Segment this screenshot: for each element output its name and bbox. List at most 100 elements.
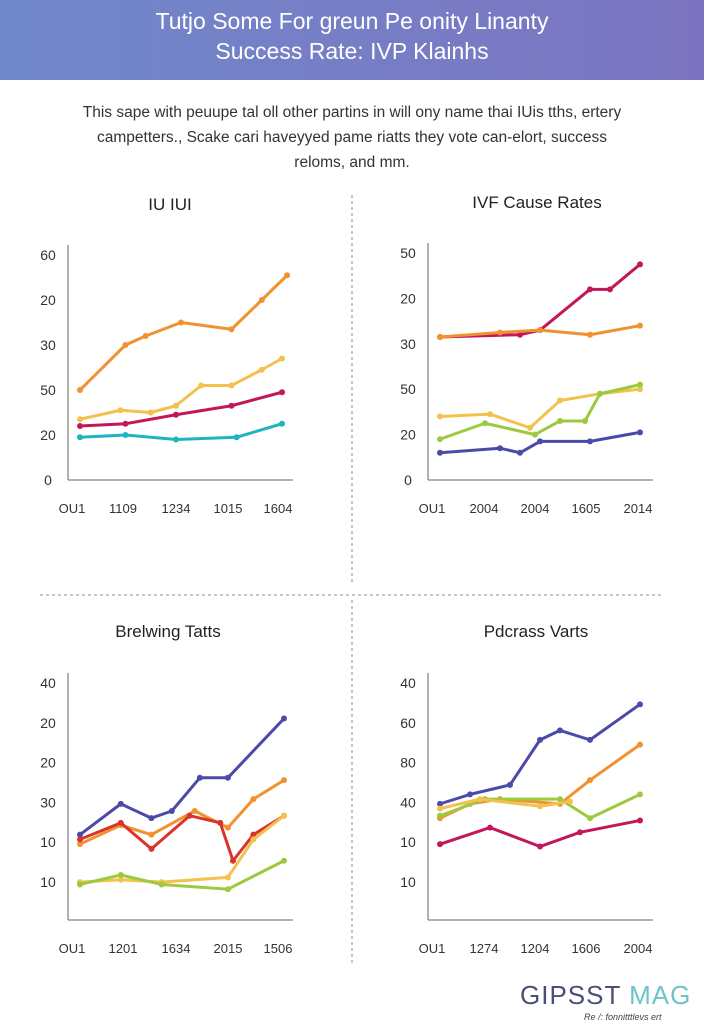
data-point (587, 736, 593, 743)
data-point (258, 366, 265, 373)
y-tick-label: 10 (400, 834, 416, 850)
data-point (587, 331, 593, 338)
data-point (637, 261, 643, 268)
data-point (497, 445, 503, 452)
data-point (281, 812, 287, 819)
data-point (77, 881, 83, 888)
data-point (537, 843, 543, 850)
data-point (122, 342, 129, 348)
data-point (198, 382, 205, 389)
data-point (228, 326, 235, 333)
y-tick-label: 60 (400, 715, 416, 731)
data-point (172, 436, 179, 443)
y-tick-label: 30 (40, 337, 56, 353)
data-point (178, 319, 184, 326)
data-point (582, 417, 588, 424)
data-point (517, 449, 523, 456)
data-point (117, 407, 124, 414)
x-tick-label: 1109 (109, 501, 137, 516)
series-line-2 (78, 357, 284, 421)
y-tick-label: 20 (400, 427, 416, 443)
data-point (284, 272, 291, 279)
data-point (186, 812, 193, 819)
data-point (437, 812, 443, 819)
data-point (557, 417, 563, 424)
data-point (577, 829, 583, 836)
y-tick-label: 40 (40, 675, 56, 691)
data-point (148, 845, 155, 852)
intro-text: This sape with peuupe tal oll other part… (82, 104, 622, 171)
series-line-5 (78, 859, 286, 891)
data-point (224, 774, 231, 781)
data-point (279, 420, 285, 427)
data-point (587, 438, 593, 445)
data-point (258, 297, 265, 303)
data-point (557, 796, 563, 803)
data-point (191, 807, 198, 814)
data-point (117, 876, 124, 883)
data-point (77, 423, 83, 429)
data-point (637, 741, 643, 748)
y-tick-label: 20 (40, 715, 56, 731)
y-tick-label: 30 (400, 336, 416, 352)
y-tick-label: 50 (40, 382, 56, 398)
data-point (637, 386, 643, 393)
data-point (224, 824, 231, 831)
data-point (637, 381, 643, 388)
x-tick-label: OU1 (419, 501, 446, 516)
x-tick-label: 2014 (624, 501, 653, 516)
data-point (497, 329, 503, 336)
data-point (557, 727, 563, 734)
data-point (587, 815, 593, 822)
y-tick-label: 20 (40, 427, 56, 443)
page-title-line2: Success Rate: IVP Klainhs (215, 38, 489, 64)
y-tick-label: 10 (400, 874, 416, 890)
data-point (228, 382, 235, 389)
data-point (250, 836, 257, 843)
page-title-line1: Tutjo Some For greun Pe onity Linanty (155, 8, 549, 34)
data-point (537, 736, 543, 743)
series-line-3 (78, 814, 286, 863)
x-tick-label: 1605 (572, 501, 601, 516)
y-tick-label: 60 (40, 247, 56, 263)
data-point (467, 791, 473, 798)
y-tick-label: 0 (44, 472, 52, 488)
x-tick-label: 1634 (162, 941, 191, 956)
data-point (587, 777, 593, 784)
chart-title: Pdcrass Varts (484, 622, 589, 641)
chart-3: Brelwing Tatts 40 20 20 30 10 10 OU1 1201 1634 201… (40, 622, 293, 956)
x-tick-label: 2004 (521, 501, 550, 516)
chart-title: IVF Cause Rates (472, 193, 601, 212)
x-tick-label: 2004 (470, 501, 499, 516)
y-tick-label: 40 (400, 794, 416, 810)
data-point (217, 819, 224, 826)
y-tick-label: 50 (400, 381, 416, 397)
data-point (77, 416, 83, 423)
data-point (537, 438, 543, 445)
data-point (148, 815, 155, 822)
series-line-4 (438, 797, 572, 811)
data-point (637, 322, 643, 329)
data-point (279, 389, 285, 396)
data-point (77, 831, 83, 838)
y-tick-label: 10 (40, 874, 56, 890)
data-point (122, 420, 129, 427)
data-point (228, 402, 235, 409)
data-point (224, 886, 231, 893)
data-point (147, 409, 154, 416)
data-point (196, 774, 203, 781)
chart-1: IU IUI 60 20 30 50 20 0 OU1 1109 1234 1015 1604 (40, 195, 293, 516)
header-banner: Tutjo Some For greun Pe onity Linanty Su… (0, 0, 704, 80)
chart-2: IVF Cause Rates 50 20 30 50 20 0 OU1 2004 2004 160… (400, 193, 653, 516)
y-tick-label: 20 (400, 290, 416, 306)
x-tick-label: OU1 (419, 941, 446, 956)
data-point (527, 424, 533, 431)
chart-4: Pdcrass Varts 40 60 80 40 10 10 OU1 1274 1204 1606… (400, 622, 653, 956)
x-tick-label: 2004 (624, 941, 653, 956)
chart-title: Brelwing Tatts (115, 622, 221, 641)
data-point (437, 333, 443, 340)
data-point (477, 796, 483, 803)
x-tick-label: 1604 (264, 501, 293, 516)
data-point (77, 836, 83, 843)
data-point (532, 431, 538, 438)
